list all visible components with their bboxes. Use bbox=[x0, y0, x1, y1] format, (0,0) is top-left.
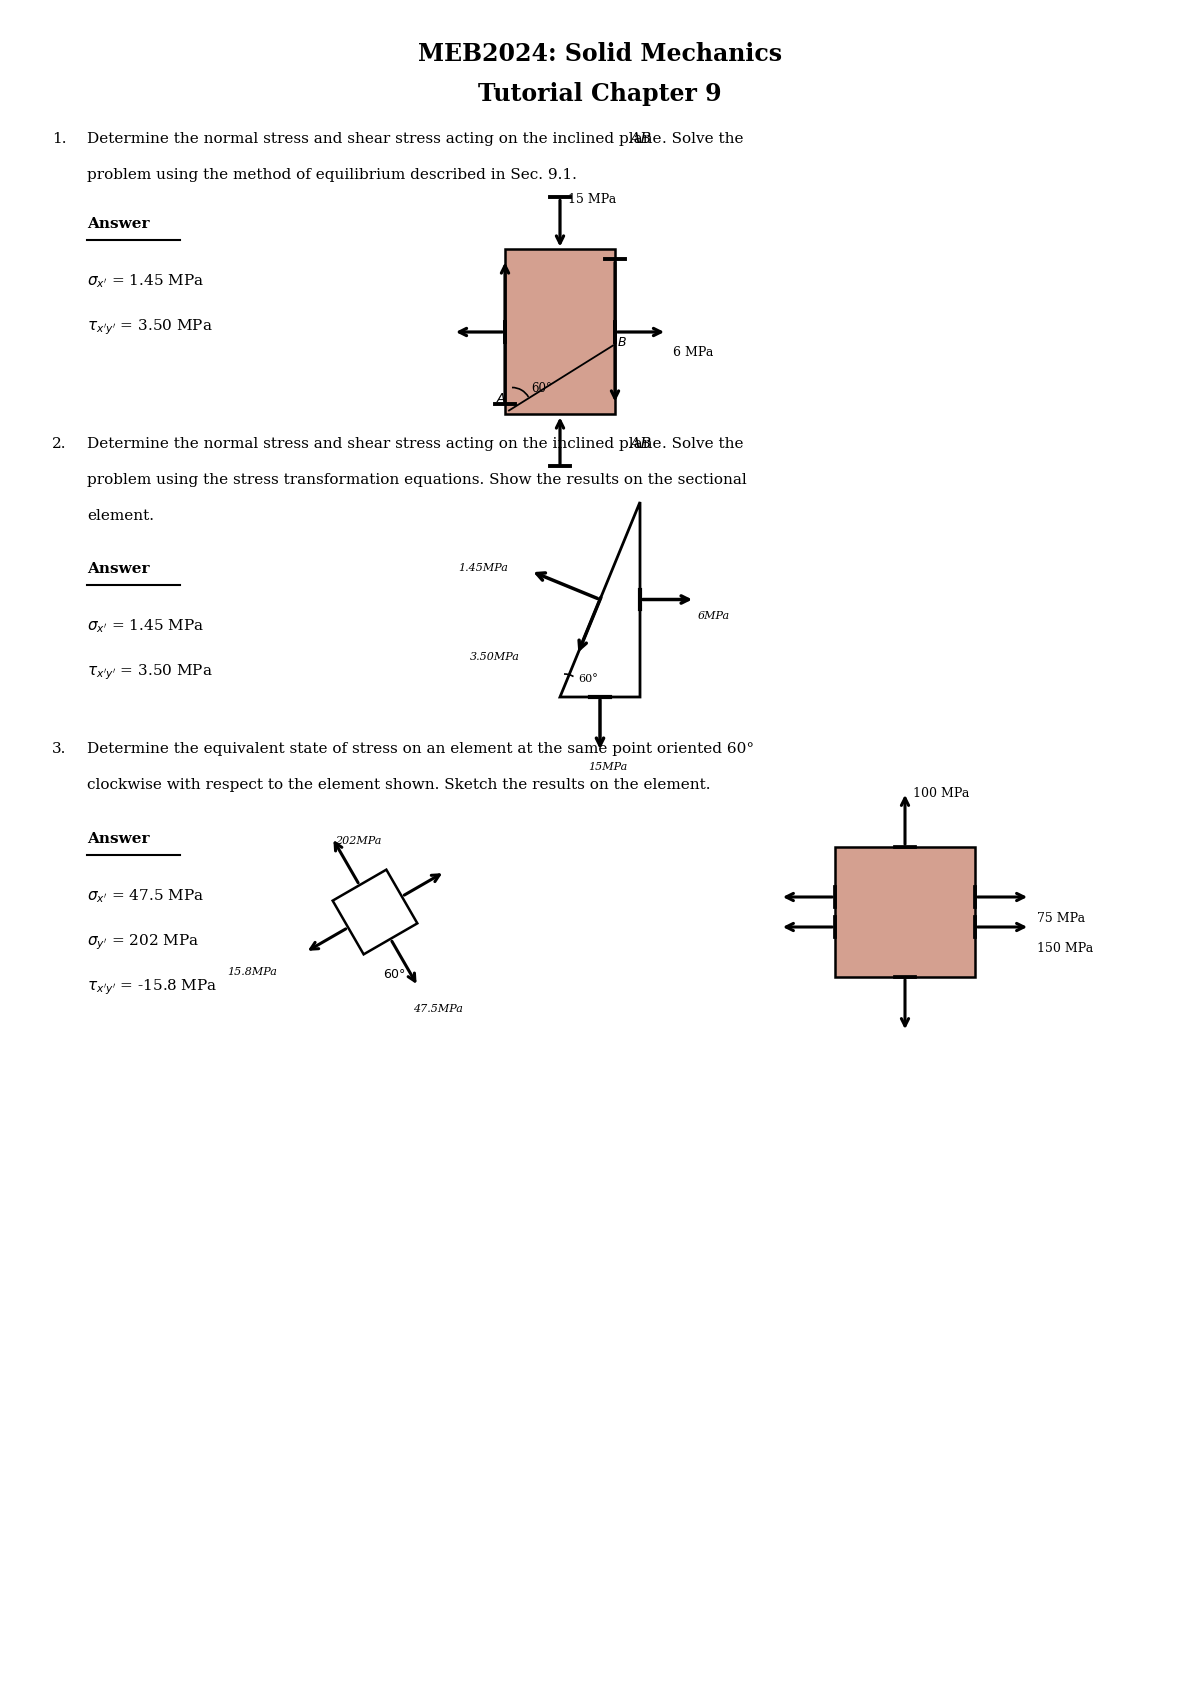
Text: 202MPa: 202MPa bbox=[335, 835, 382, 845]
Text: problem using the stress transformation equations. Show the results on the secti: problem using the stress transformation … bbox=[88, 473, 746, 487]
Text: 60°: 60° bbox=[530, 382, 552, 395]
Text: AB: AB bbox=[629, 438, 652, 451]
Text: 1.45MPa: 1.45MPa bbox=[458, 563, 509, 574]
Text: . Solve the: . Solve the bbox=[662, 438, 744, 451]
Text: Determine the equivalent state of stress on an element at the same point oriente: Determine the equivalent state of stress… bbox=[88, 742, 754, 755]
Text: Answer: Answer bbox=[88, 832, 150, 847]
Text: 60°: 60° bbox=[578, 674, 598, 684]
Text: 1.: 1. bbox=[52, 132, 66, 146]
Text: MEB2024: Solid Mechanics: MEB2024: Solid Mechanics bbox=[418, 42, 782, 66]
Bar bbox=[505, 249, 616, 414]
Text: 2.: 2. bbox=[52, 438, 66, 451]
Text: 100 MPa: 100 MPa bbox=[913, 787, 970, 799]
Text: Answer: Answer bbox=[88, 562, 150, 575]
Text: 6 MPa: 6 MPa bbox=[673, 346, 713, 360]
Text: $\sigma_{y'}$ = 202 MPa: $\sigma_{y'}$ = 202 MPa bbox=[88, 932, 199, 952]
Text: $\sigma_{x'}$ = 1.45 MPa: $\sigma_{x'}$ = 1.45 MPa bbox=[88, 618, 204, 635]
Text: $\tau_{x'y'}$ = 3.50 MPa: $\tau_{x'y'}$ = 3.50 MPa bbox=[88, 317, 212, 336]
Text: 15MPa: 15MPa bbox=[588, 762, 628, 772]
Text: Tutorial Chapter 9: Tutorial Chapter 9 bbox=[478, 81, 722, 105]
Text: $\sigma_{x'}$ = 47.5 MPa: $\sigma_{x'}$ = 47.5 MPa bbox=[88, 888, 204, 905]
Text: $\sigma_{x'}$ = 1.45 MPa: $\sigma_{x'}$ = 1.45 MPa bbox=[88, 272, 204, 290]
Text: $\tau_{x'y'}$ = -15.8 MPa: $\tau_{x'y'}$ = -15.8 MPa bbox=[88, 977, 217, 996]
Text: $\tau_{x'y'}$ = 3.50 MPa: $\tau_{x'y'}$ = 3.50 MPa bbox=[88, 662, 212, 682]
Text: $60°$: $60°$ bbox=[383, 967, 406, 981]
Text: element.: element. bbox=[88, 509, 154, 523]
Text: 15.8MPa: 15.8MPa bbox=[227, 967, 277, 977]
Text: Answer: Answer bbox=[88, 217, 150, 231]
Text: 75 MPa: 75 MPa bbox=[1037, 911, 1085, 925]
Text: problem using the method of equilibrium described in Sec. 9.1.: problem using the method of equilibrium … bbox=[88, 168, 577, 182]
Text: 15 MPa: 15 MPa bbox=[568, 193, 617, 207]
Bar bbox=[835, 847, 976, 977]
Text: Determine the normal stress and shear stress acting on the inclined plane: Determine the normal stress and shear st… bbox=[88, 132, 666, 146]
Text: AB: AB bbox=[629, 132, 652, 146]
Text: 3.: 3. bbox=[52, 742, 66, 755]
Text: clockwise with respect to the element shown. Sketch the results on the element.: clockwise with respect to the element sh… bbox=[88, 777, 710, 792]
Text: 150 MPa: 150 MPa bbox=[1037, 942, 1093, 955]
Text: . Solve the: . Solve the bbox=[662, 132, 744, 146]
Text: $A$: $A$ bbox=[496, 392, 506, 406]
Text: 6MPa: 6MPa bbox=[698, 611, 730, 621]
Text: $B$: $B$ bbox=[617, 336, 626, 350]
Text: 47.5MPa: 47.5MPa bbox=[413, 1005, 463, 1015]
Text: Determine the normal stress and shear stress acting on the inclined plane: Determine the normal stress and shear st… bbox=[88, 438, 666, 451]
Text: 3.50MPa: 3.50MPa bbox=[470, 652, 520, 662]
